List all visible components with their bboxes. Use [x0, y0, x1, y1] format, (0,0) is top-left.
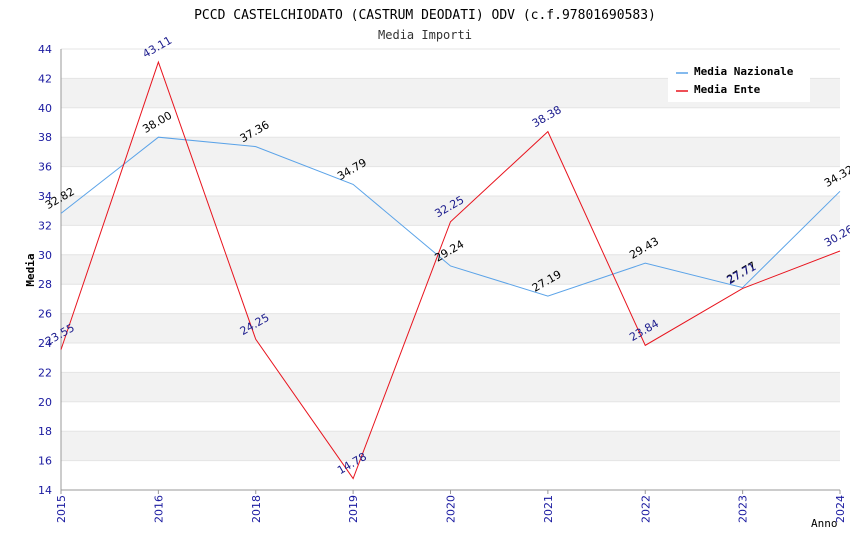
y-tick-label: 18	[38, 425, 52, 438]
x-tick-label: 2015	[55, 495, 68, 523]
x-tick-label: 2018	[250, 495, 263, 523]
grid-band	[61, 166, 840, 196]
series-line-media-nazionale	[60, 136, 841, 297]
grid-band	[61, 431, 840, 461]
y-axis: 14 16 18 20 22 24 26 28 30 32 34 36 38 40 42 44	[38, 43, 62, 497]
x-tick-label: 2019	[347, 495, 360, 523]
y-tick-label: 40	[38, 102, 52, 115]
grid-band	[61, 107, 840, 138]
x-tick-label: 2021	[542, 495, 555, 523]
grid-band	[61, 284, 840, 314]
grid-band	[61, 313, 840, 343]
x-tick-label: 2016	[152, 495, 165, 523]
x-tick-label: 2020	[445, 495, 458, 523]
grid-band	[61, 401, 840, 432]
series-layer	[60, 60, 841, 480]
grid-band	[61, 254, 840, 285]
y-tick-label: 26	[38, 308, 52, 321]
grid-band	[61, 372, 840, 402]
y-tick-label: 20	[38, 396, 52, 409]
grid-band	[61, 343, 840, 373]
chart-title: PCCD CASTELCHIODATO (CASTRUM DEODATI) OD…	[194, 8, 656, 23]
y-tick-label: 16	[38, 455, 52, 468]
grid-band	[61, 196, 840, 226]
y-tick-label: 24	[38, 337, 52, 350]
y-tick-label: 34	[38, 190, 52, 203]
y-axis-label: Media	[24, 253, 37, 286]
y-tick-label: 44	[38, 43, 52, 56]
grid-band	[61, 460, 840, 490]
y-tick-label: 32	[38, 219, 52, 232]
x-axis: 2015 2016 2018 2019 2020 2021 2022 2023 2024	[55, 489, 847, 523]
y-tick-label: 22	[38, 366, 52, 379]
y-tick-label: 38	[38, 131, 52, 144]
x-axis-label: Anno	[811, 517, 838, 530]
x-tick-label: 2024	[834, 495, 847, 523]
legend-label-nazionale: Media Nazionale	[694, 65, 794, 78]
chart-subtitle: Media Importi	[378, 28, 472, 42]
y-tick-label: 42	[38, 72, 52, 85]
y-tick-label: 14	[38, 484, 52, 497]
y-tick-label: 36	[38, 161, 52, 174]
grid-band	[61, 225, 840, 255]
legend: Media Nazionale Media Ente	[668, 60, 810, 102]
y-tick-label: 28	[38, 278, 52, 291]
series-line-media-ente	[60, 60, 841, 480]
x-tick-label: 2022	[639, 495, 652, 523]
legend-box	[668, 60, 810, 102]
legend-label-ente: Media Ente	[694, 83, 761, 96]
y-tick-label: 30	[38, 249, 52, 262]
x-tick-label: 2023	[737, 495, 750, 523]
grid-band	[61, 137, 840, 167]
grid-bands	[61, 48, 840, 491]
